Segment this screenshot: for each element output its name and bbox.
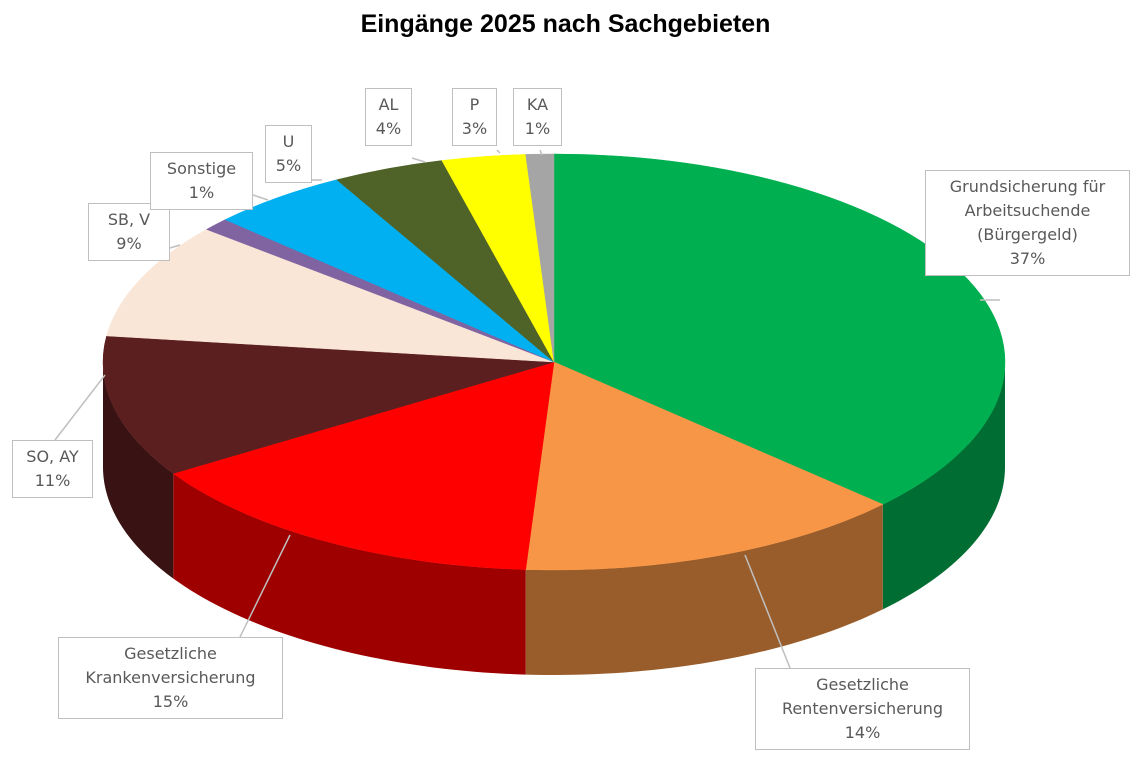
label-category: Gesetzliche Rentenversicherung — [781, 675, 944, 718]
data-label: Grundsicherung für Arbeitsuchende (Bürge… — [925, 170, 1130, 276]
data-label: P 3% — [452, 88, 497, 146]
slice-side — [173, 473, 526, 675]
slice-side — [882, 362, 1005, 610]
label-category: Gesetzliche Krankenversicherung — [85, 644, 256, 687]
label-value: 37% — [1009, 249, 1046, 268]
slice — [525, 361, 884, 571]
slice — [102, 335, 555, 474]
label-value: 4% — [375, 119, 402, 138]
label-category: Grundsicherung für Arbeitsuchende (Bürge… — [949, 177, 1106, 244]
leader-line — [411, 157, 426, 163]
data-label: SO, AY 11% — [12, 440, 93, 498]
data-label: SB, V 9% — [88, 203, 170, 261]
data-label: U 5% — [265, 125, 312, 183]
slice — [553, 153, 1006, 505]
leader-line — [744, 554, 791, 669]
label-category: U — [282, 132, 295, 151]
leader-line — [239, 534, 291, 638]
data-label: Sonstige 1% — [150, 152, 253, 210]
label-value: 15% — [152, 692, 189, 711]
label-category: SB, V — [107, 210, 151, 229]
chart-title: Eingänge 2025 nach Sachgebieten — [360, 10, 771, 38]
label-value: 1% — [524, 119, 551, 138]
slice — [525, 153, 555, 363]
slice-side — [525, 504, 883, 675]
label-category: SO, AY — [26, 447, 79, 466]
label-value: 9% — [116, 234, 142, 253]
leader-line — [496, 149, 501, 154]
label-category: KA — [526, 95, 549, 114]
data-label: Gesetzliche Rentenversicherung 14% — [755, 668, 970, 750]
leader-line — [539, 149, 543, 156]
slice — [224, 179, 555, 363]
label-category: P — [469, 95, 480, 114]
label-value: 1% — [188, 183, 215, 202]
data-label: KA 1% — [513, 88, 562, 146]
label-category: AL — [378, 95, 399, 114]
label-value: 5% — [275, 156, 302, 175]
leader-line — [54, 374, 106, 441]
label-value: 11% — [34, 471, 71, 490]
data-label: AL 4% — [365, 88, 412, 146]
leader-line — [169, 244, 181, 249]
slice — [172, 361, 555, 570]
data-label: Gesetzliche Krankenversicherung 15% — [58, 637, 283, 719]
label-value: 14% — [844, 723, 881, 742]
label-value: 3% — [461, 119, 488, 138]
label-category: Sonstige — [166, 159, 237, 178]
leader-line — [252, 194, 269, 201]
slice — [106, 229, 555, 363]
slice-side — [103, 362, 174, 579]
